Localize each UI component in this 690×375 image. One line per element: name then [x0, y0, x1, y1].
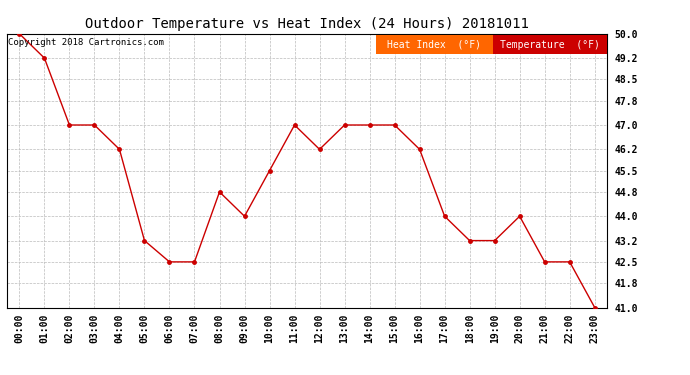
Bar	[493, 35, 607, 54]
Bar	[376, 35, 493, 54]
Text: Temperature  (°F): Temperature (°F)	[500, 40, 600, 50]
Title: Outdoor Temperature vs Heat Index (24 Hours) 20181011: Outdoor Temperature vs Heat Index (24 Ho…	[85, 17, 529, 31]
Text: Heat Index  (°F): Heat Index (°F)	[387, 40, 482, 50]
Text: Copyright 2018 Cartronics.com: Copyright 2018 Cartronics.com	[8, 38, 164, 47]
